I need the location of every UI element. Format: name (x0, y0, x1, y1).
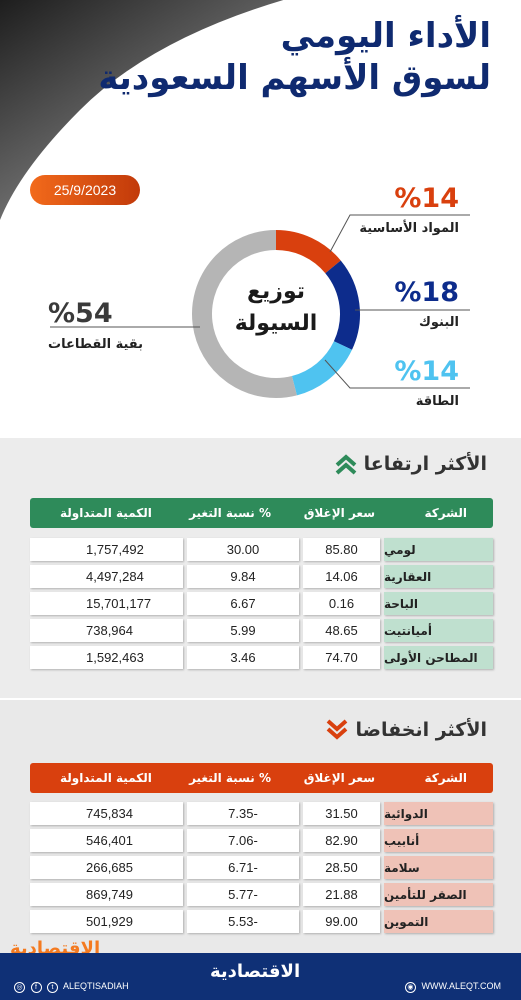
change-cell: 3.46 (187, 646, 299, 669)
col-change: نسبة التغير % (189, 506, 271, 520)
close-cell: 0.16 (303, 592, 380, 615)
volume-cell: 546,401 (30, 829, 183, 852)
instagram-icon[interactable]: ◎ (14, 982, 25, 993)
col-company: الشركة (424, 771, 467, 785)
gainers-table-header: الشركة سعر الإغلاق نسبة التغير % الكمية … (30, 498, 493, 528)
footer-bar (0, 953, 521, 1000)
change-cell: 7.35- (187, 802, 299, 825)
close-cell: 28.50 (303, 856, 380, 879)
volume-cell: 738,964 (30, 619, 183, 642)
segment-pct-materials: %14 (394, 183, 459, 214)
losers-title-text: الأكثر انخفاضا (355, 719, 487, 741)
change-cell: 5.77- (187, 883, 299, 906)
table-row: 4,497,284 9.84 14.06 العقارية (30, 565, 493, 588)
close-cell: 21.88 (303, 883, 380, 906)
donut-center-line1: توزيع (246, 279, 305, 304)
close-cell: 99.00 (303, 910, 380, 933)
volume-cell: 869,749 (30, 883, 183, 906)
company-cell: الدوائية (384, 802, 493, 825)
company-cell: التموين (384, 910, 493, 933)
date-badge: 25/9/2023 (30, 175, 140, 205)
company-cell: الصقر للتأمين (384, 883, 493, 906)
company-cell: العقارية (384, 565, 493, 588)
donut-center-label: توزيع السيولة (226, 276, 326, 340)
col-volume: الكمية المتداولة (60, 771, 152, 785)
volume-cell: 266,685 (30, 856, 183, 879)
donut-segment-banks (325, 260, 360, 350)
change-cell: 9.84 (187, 565, 299, 588)
change-cell: 7.06- (187, 829, 299, 852)
donut-center-line2: السيولة (234, 311, 318, 336)
social-handle[interactable]: ALEQTISADIAH (63, 981, 129, 991)
volume-cell: 745,834 (30, 802, 183, 825)
col-close: سعر الإغلاق (303, 506, 375, 520)
table-row: 15,701,177 6.67 0.16 الباحة (30, 592, 493, 615)
volume-cell: 1,757,492 (30, 538, 183, 561)
company-cell: أنابيب (384, 829, 493, 852)
table-row: 745,834 7.35- 31.50 الدوائية (30, 802, 493, 825)
table-row: 266,685 6.71- 28.50 سلامة (30, 856, 493, 879)
segment-label-others: بقية القطاعات (48, 337, 144, 352)
gainers-title-text: الأكثر ارتفاعا (363, 453, 487, 475)
change-cell: 5.99 (187, 619, 299, 642)
website-link[interactable]: WWW.ALEQT.COM (421, 981, 502, 991)
company-cell: لومي (384, 538, 493, 561)
globe-icon: ◉ (404, 982, 416, 993)
donut-segment-materials (275, 230, 341, 274)
losers-title: الأكثر انخفاضا (325, 718, 487, 742)
segment-pct-energy: %14 (394, 356, 459, 387)
change-cell: 6.67 (187, 592, 299, 615)
close-cell: 31.50 (303, 802, 380, 825)
twitter-icon[interactable]: t (47, 982, 59, 993)
double-chevron-up-icon (335, 454, 356, 475)
losers-table-header: الشركة سعر الإغلاق نسبة التغير % الكمية … (30, 763, 493, 793)
volume-cell: 4,497,284 (30, 565, 183, 588)
table-row: 501,929 5.53- 99.00 التموين (30, 910, 493, 933)
segment-label-materials: المواد الأساسية (359, 221, 459, 236)
double-chevron-down-icon (327, 719, 348, 740)
leader-lines (50, 214, 470, 389)
donut-segment-others (192, 230, 297, 398)
facebook-icon[interactable]: f (30, 982, 42, 993)
col-close: سعر الإغلاق (303, 771, 375, 785)
close-cell: 85.80 (303, 538, 380, 561)
corner-decoration (0, 0, 284, 220)
close-cell: 48.65 (303, 619, 380, 642)
donut-segment-energy (291, 340, 353, 396)
col-volume: الكمية المتداولة (60, 506, 152, 520)
company-cell: سلامة (384, 856, 493, 879)
table-row: 1,592,463 3.46 74.70 المطاحن الأولى (30, 646, 493, 669)
table-row: 1,757,492 30.00 85.80 لومي (30, 538, 493, 561)
col-company: الشركة (424, 506, 467, 520)
liquidity-donut-chart (192, 230, 360, 398)
segment-pct-banks: %18 (394, 277, 459, 308)
company-cell: الباحة (384, 592, 493, 615)
volume-cell: 15,701,177 (30, 592, 183, 615)
change-cell: 6.71- (187, 856, 299, 879)
table-row: 546,401 7.06- 82.90 أنابيب (30, 829, 493, 852)
table-row: 738,964 5.99 48.65 أميانتيت (30, 619, 493, 642)
table-row: 869,749 5.77- 21.88 الصقر للتأمين (30, 883, 493, 906)
segment-label-banks: البنوك (418, 315, 459, 330)
gainers-title: الأكثر ارتفاعا (334, 452, 487, 476)
close-cell: 82.90 (303, 829, 380, 852)
change-cell: 5.53- (187, 910, 299, 933)
company-cell: أميانتيت (384, 619, 493, 642)
close-cell: 14.06 (303, 565, 380, 588)
footer-website: ◉ WWW.ALEQT.COM (404, 981, 502, 993)
segment-label-energy: الطاقة (415, 394, 459, 409)
footer-brand-logo: الاقتصادية (210, 961, 301, 982)
volume-cell: 501,929 (30, 910, 183, 933)
page-title-line2: لسوق الأسهم السعودية (98, 58, 491, 98)
header-area: الأداء اليومي لسوق الأسهم السعودية 25/9/… (0, 0, 521, 440)
close-cell: 74.70 (303, 646, 380, 669)
page-title-line1: الأداء اليومي (280, 16, 491, 56)
segment-pct-others: %54 (48, 298, 113, 329)
change-cell: 30.00 (187, 538, 299, 561)
volume-cell: 1,592,463 (30, 646, 183, 669)
footer-social: ◎ f t ALEQTISADIAH (14, 981, 129, 993)
col-change: نسبة التغير % (189, 771, 271, 785)
company-cell: المطاحن الأولى (384, 646, 493, 669)
